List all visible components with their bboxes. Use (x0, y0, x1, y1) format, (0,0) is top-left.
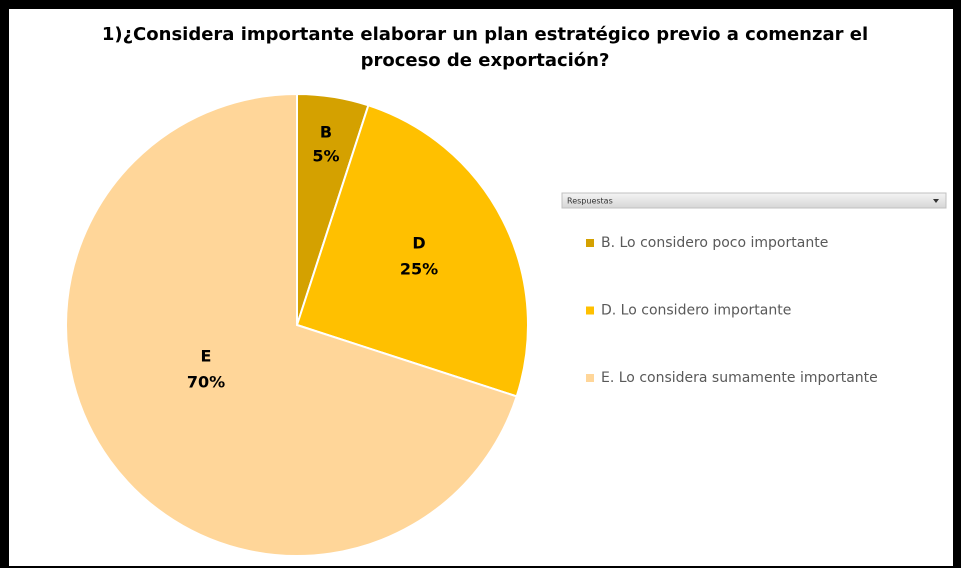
data-label: 70% (187, 373, 225, 392)
legend-title: Respuestas (567, 197, 613, 206)
chart-title: 1)¿Considera importante elaborar un plan… (101, 24, 869, 71)
pie-slice (295, 104, 529, 398)
slice-label: E (201, 347, 212, 366)
slice-label: B (320, 123, 332, 142)
pie-slice (65, 92, 518, 557)
legend-label: E. Lo considera sumamente importante (601, 370, 878, 386)
data-label: 25% (400, 260, 438, 279)
legend-swatch (586, 306, 594, 315)
legend-header[interactable] (561, 192, 947, 209)
dropdown-arrow[interactable] (933, 199, 939, 203)
legend-label: B. Lo considero poco importante (601, 235, 828, 251)
legend-label: D. Lo considero importante (601, 303, 791, 319)
data-label: 5% (312, 147, 339, 166)
legend-swatch (586, 239, 594, 247)
legend-swatch (586, 374, 594, 382)
slice-label: D (412, 234, 425, 253)
